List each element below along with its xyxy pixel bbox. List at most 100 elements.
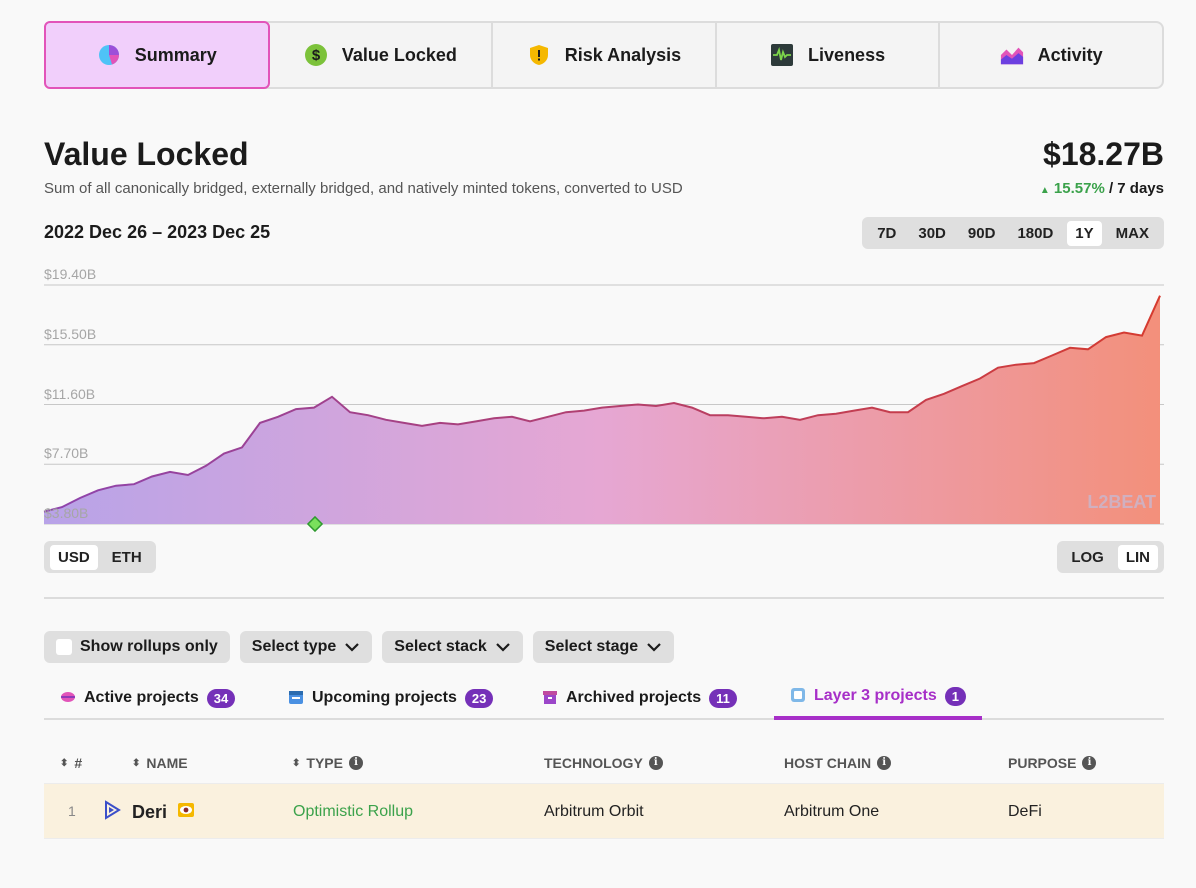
table-row[interactable]: 1 Deri Optimistic Rollup Arbitrum Orbit … [44, 783, 1164, 839]
range-1y[interactable]: 1Y [1067, 220, 1102, 246]
y-tick-label: $3.80B [44, 505, 89, 521]
sort-icon: ⬍ [292, 757, 301, 769]
unit-toggle: USD ETH [44, 541, 156, 573]
tab-archived-projects[interactable]: Archived projects 11 [542, 676, 737, 720]
svg-text:$: $ [312, 47, 321, 64]
pulse-monitor-icon [770, 43, 794, 67]
tvl-chart[interactable]: L2BEAT $19.40B $15.50B $11.60B $7.70B $3.80B [43, 262, 1164, 533]
section-tabs: Summary $ Value Locked Risk Analysis Liv… [44, 21, 1164, 89]
lips-icon [60, 690, 76, 707]
pie-chart-icon [97, 43, 121, 67]
select-type-dropdown[interactable]: Select type [239, 631, 373, 663]
milestone-marker[interactable] [306, 515, 324, 533]
tvl-line [43, 295, 1161, 513]
count-badge: 1 [944, 686, 966, 706]
tab-liveness[interactable]: Liveness [717, 23, 941, 87]
tab-label: Active projects [84, 689, 199, 706]
filter-bar: Show rollups only Select type Select sta… [44, 631, 675, 663]
y-tick-label: $7.70B [44, 445, 89, 462]
unit-eth[interactable]: ETH [111, 548, 142, 566]
tab-label: Value Locked [341, 44, 457, 65]
count-badge: 34 [206, 688, 236, 708]
filter-label: Select stage [544, 638, 639, 655]
row-index: 1 [68, 803, 76, 819]
value-change: ▲ 15.57% / 7 days [1040, 180, 1164, 197]
range-max[interactable]: MAX [1115, 224, 1149, 242]
col-label: TECHNOLOGY [544, 755, 643, 771]
tab-layer3-projects[interactable]: Layer 3 projects 1 [774, 676, 982, 720]
project-tabs: Active projects 34 Upcoming projects 23 … [44, 676, 1164, 720]
info-icon[interactable]: i [648, 756, 663, 770]
tab-value-locked[interactable]: $ Value Locked [270, 23, 494, 87]
scale-lin[interactable]: LIN [1117, 544, 1158, 570]
info-icon[interactable]: i [348, 756, 363, 770]
filter-label: Select stack [394, 638, 487, 655]
chart-canvas [43, 284, 1164, 533]
dollar-coin-icon: $ [304, 43, 328, 67]
under-review-eye-icon[interactable] [177, 802, 195, 823]
col-index[interactable]: ⬍ # [60, 755, 82, 771]
count-badge: 23 [464, 688, 494, 708]
change-percent: 15.57% [1053, 180, 1105, 197]
project-purpose: DeFi [1008, 803, 1042, 820]
unit-usd[interactable]: USD [50, 544, 98, 570]
change-up-icon: ▲ [1039, 185, 1050, 196]
col-type[interactable]: ⬍ TYPE i [292, 755, 363, 771]
page-subtitle: Sum of all canonically bridged, external… [44, 180, 683, 197]
col-host-chain: HOST CHAIN i [784, 755, 892, 771]
project-name-cell[interactable]: Deri [102, 800, 195, 825]
select-stage-dropdown[interactable]: Select stage [532, 631, 675, 663]
col-label: TYPE [306, 755, 343, 771]
tab-label: Activity [1037, 44, 1103, 65]
layer3-icon [790, 687, 806, 706]
range-30d[interactable]: 30D [918, 224, 946, 242]
range-7d[interactable]: 7D [877, 224, 897, 242]
show-rollups-checkbox[interactable]: Show rollups only [44, 631, 230, 663]
y-tick-label: $19.40B [44, 266, 97, 282]
project-type: Optimistic Rollup [293, 803, 414, 820]
scale-toggle: LOG LIN [1057, 541, 1164, 573]
change-period: / 7 days [1108, 180, 1164, 197]
col-name[interactable]: ⬍ NAME [132, 755, 188, 771]
page-title: Value Locked [44, 136, 249, 172]
tab-upcoming-projects[interactable]: Upcoming projects 23 [288, 676, 494, 720]
table-header: ⬍ # ⬍ NAME ⬍ TYPE i TECHNOLOGY i HOST CH… [44, 749, 1164, 783]
calendar-icon [288, 689, 304, 708]
tab-active-projects[interactable]: Active projects 34 [60, 676, 236, 720]
col-label: # [74, 755, 83, 771]
y-tick-label: $11.60B [44, 385, 96, 402]
project-host-chain: Arbitrum One [784, 803, 880, 820]
section-divider [44, 597, 1164, 599]
col-label: NAME [146, 755, 188, 771]
select-stack-dropdown[interactable]: Select stack [382, 631, 523, 663]
tab-label: Risk Analysis [564, 44, 682, 65]
tvl-area [44, 295, 1160, 524]
area-chart-icon [1000, 43, 1024, 67]
tab-summary[interactable]: Summary [44, 21, 270, 89]
info-icon[interactable]: i [1082, 756, 1097, 770]
sort-icon: ⬍ [132, 757, 141, 769]
project-name: Deri [132, 802, 168, 822]
chevron-down-icon [495, 639, 511, 655]
sort-icon: ⬍ [60, 757, 69, 769]
scale-log[interactable]: LOG [1071, 548, 1104, 566]
date-range: 2022 Dec 26 – 2023 Dec 25 [44, 222, 271, 242]
range-180d[interactable]: 180D [1017, 224, 1054, 242]
tab-label: Upcoming projects [312, 689, 457, 706]
info-icon[interactable]: i [877, 756, 892, 770]
checkbox-box[interactable] [56, 639, 72, 655]
filter-label: Show rollups only [80, 638, 218, 655]
tab-label: Liveness [808, 44, 886, 65]
tab-label: Archived projects [566, 689, 702, 706]
y-tick-label: $15.50B [44, 325, 97, 342]
watermark-text: L2BEAT [1087, 492, 1156, 512]
chevron-down-icon [344, 639, 360, 655]
tab-activity[interactable]: Activity [940, 23, 1162, 87]
filter-label: Select type [251, 638, 337, 655]
range-90d[interactable]: 90D [967, 224, 996, 242]
time-range-selector: 7D 30D 90D 180D 1Y MAX [862, 217, 1164, 249]
tab-risk-analysis[interactable]: Risk Analysis [493, 23, 717, 87]
archive-box-icon [542, 689, 558, 708]
deri-logo-icon [102, 800, 122, 825]
warning-shield-icon [527, 43, 551, 67]
